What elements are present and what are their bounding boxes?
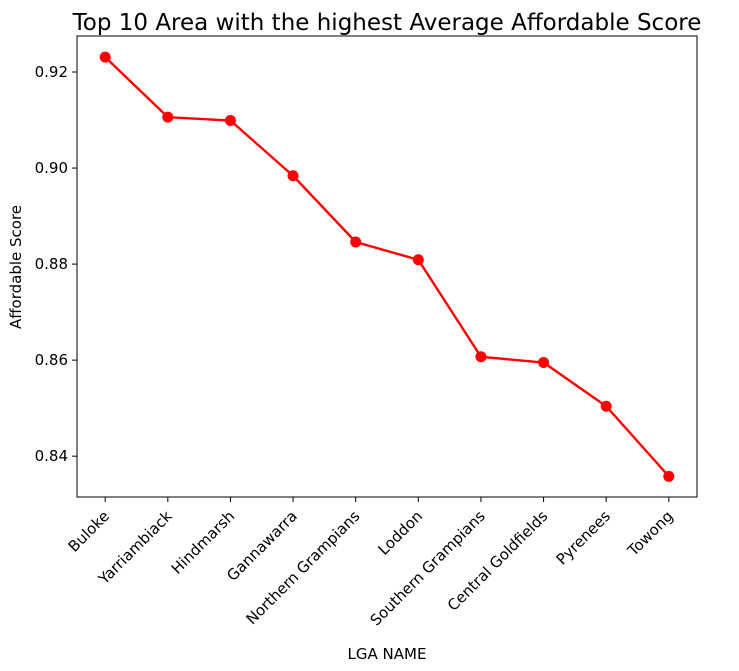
data-point xyxy=(162,111,174,123)
x-tick-label: Pyrenees xyxy=(553,507,614,568)
data-point xyxy=(224,115,236,127)
x-tick-label: Northern Grampians xyxy=(242,507,363,628)
y-axis: 0.84 0.86 0.88 0.90 0.92 xyxy=(35,63,77,465)
data-point xyxy=(350,236,362,248)
x-axis-label: LGA NAME xyxy=(348,645,427,663)
data-point xyxy=(663,470,675,482)
data-point xyxy=(287,170,299,182)
data-point xyxy=(99,51,111,63)
x-tick-label: Southern Grampians xyxy=(367,507,489,629)
series-path xyxy=(104,56,670,478)
y-tick-label: 0.84 xyxy=(35,447,68,465)
y-tick-label: 0.88 xyxy=(35,255,68,273)
x-tick-label: Towong xyxy=(623,507,676,560)
x-tick-label: Buloke xyxy=(65,507,113,555)
y-tick-label: 0.90 xyxy=(35,159,68,177)
x-axis: BulokeYarriambiackHindmarshGannawarraNor… xyxy=(65,497,677,629)
y-tick-label: 0.92 xyxy=(35,63,68,81)
y-tick-label: 0.86 xyxy=(35,351,68,369)
data-point xyxy=(538,357,550,369)
series-line xyxy=(99,51,675,482)
x-tick-label: Loddon xyxy=(375,507,427,559)
plot-area xyxy=(76,35,698,498)
y-axis-label: Affordable Score xyxy=(7,205,25,329)
chart-title: Top 10 Area with the highest Average Aff… xyxy=(72,10,702,36)
data-point xyxy=(412,254,424,266)
data-point xyxy=(600,400,612,412)
data-point xyxy=(475,351,487,363)
